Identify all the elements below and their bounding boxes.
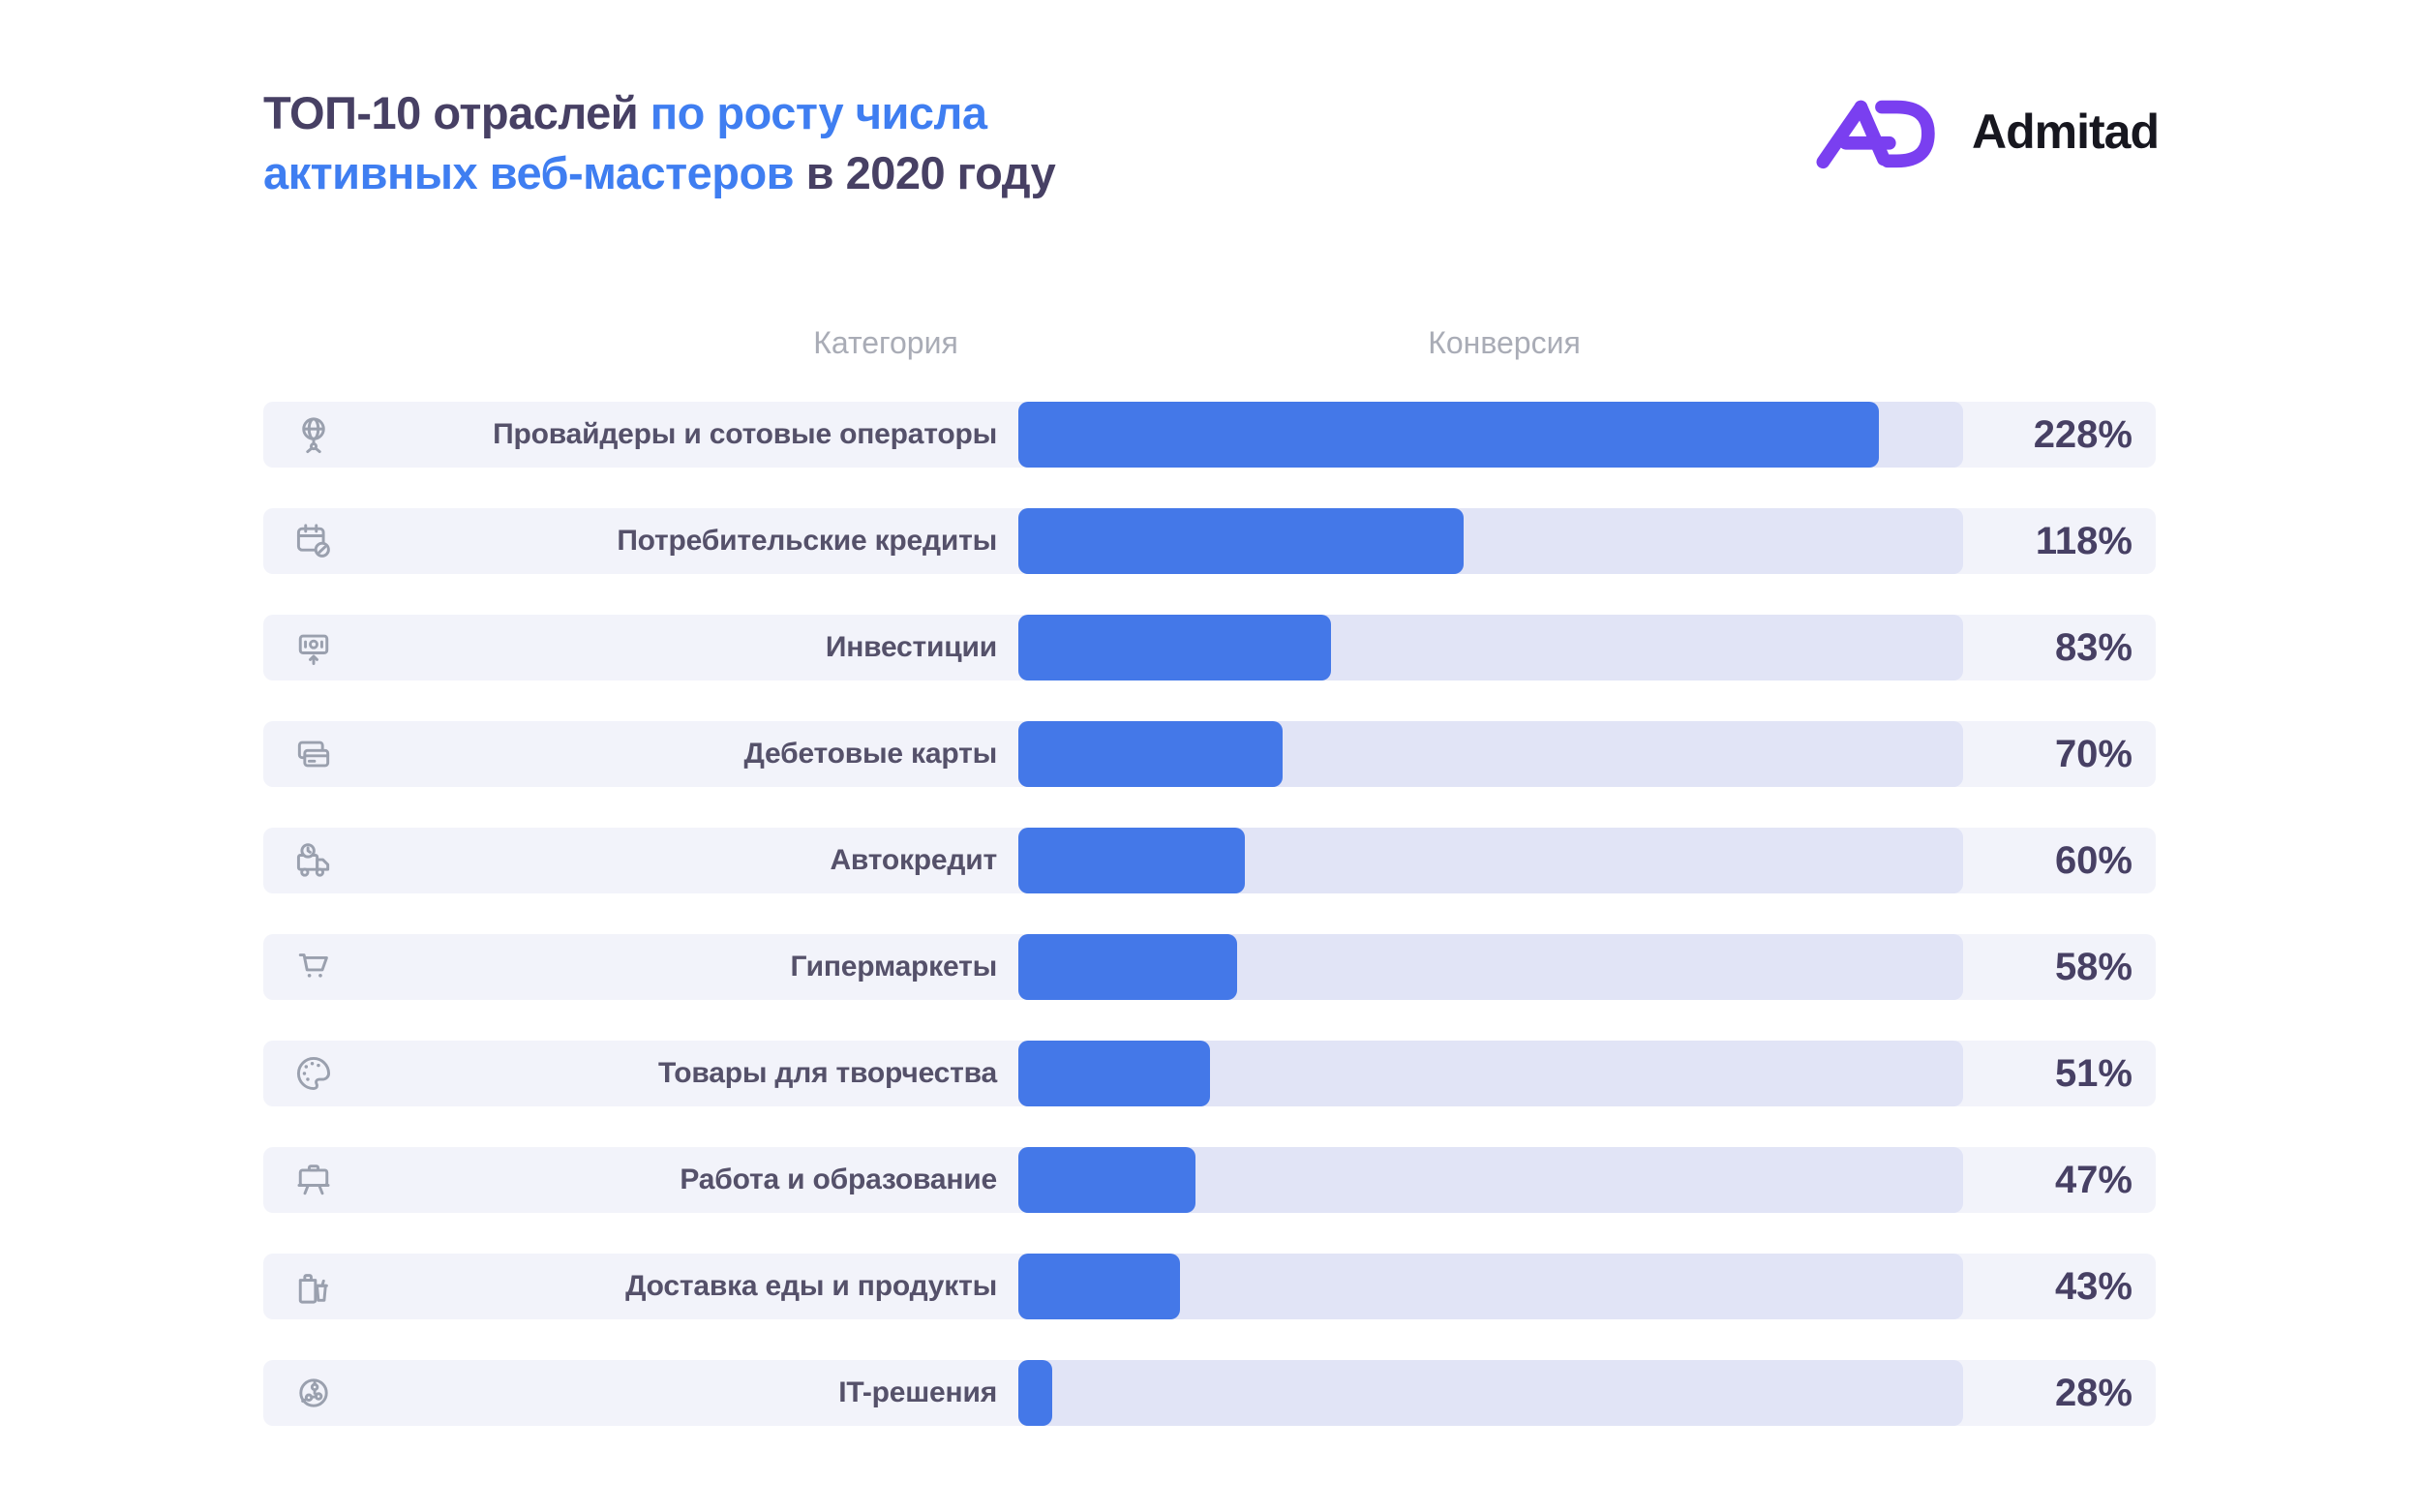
value-bar bbox=[1018, 1147, 1196, 1213]
title-line-1: ТОП-10 отраслей по росту числа bbox=[263, 83, 1055, 143]
value-bar bbox=[1018, 402, 1880, 468]
value-label: 83% bbox=[2054, 626, 2133, 669]
category-label: Инвестиции bbox=[825, 631, 997, 663]
bar-track bbox=[1018, 1254, 1963, 1319]
value-bar bbox=[1018, 615, 1332, 680]
chart-row: Гипермаркеты 58% bbox=[263, 934, 2156, 1000]
calendar-coin-icon bbox=[292, 520, 335, 562]
category-label: Гипермаркеты bbox=[790, 951, 998, 983]
title-line2-blue: активных веб-мастеров bbox=[263, 147, 795, 198]
bar-track bbox=[1018, 934, 1963, 1000]
admitad-logo: Admitad bbox=[1811, 89, 2160, 174]
value-bar bbox=[1018, 1041, 1211, 1106]
delivery-truck-icon bbox=[292, 839, 335, 882]
bar-track bbox=[1018, 402, 1963, 468]
chart-row: Товары для творчества 51% bbox=[263, 1041, 2156, 1106]
value-bar bbox=[1018, 1360, 1053, 1426]
page-title: ТОП-10 отраслей по росту числа активных … bbox=[263, 83, 1056, 203]
value-label: 60% bbox=[2054, 839, 2133, 882]
chart-row: Инвестиции 83% bbox=[263, 615, 2156, 680]
value-bar bbox=[1018, 934, 1238, 1000]
category-label: Дебетовые карты bbox=[743, 738, 998, 770]
grocery-bag-icon bbox=[292, 1265, 335, 1308]
admitad-logo-icon bbox=[1816, 100, 1935, 169]
value-label: 47% bbox=[2054, 1159, 2133, 1201]
value-label: 58% bbox=[2054, 946, 2133, 988]
value-label: 51% bbox=[2054, 1052, 2133, 1095]
column-header-conversion: Конверсия bbox=[1428, 325, 1581, 360]
easel-board-icon bbox=[292, 1159, 335, 1201]
globe-network-icon bbox=[292, 413, 335, 456]
category-label: Доставка еды и продукты bbox=[625, 1270, 997, 1302]
value-bar bbox=[1018, 828, 1246, 893]
bar-track bbox=[1018, 1041, 1963, 1106]
bar-track bbox=[1018, 508, 1963, 574]
bar-track bbox=[1018, 1360, 1963, 1426]
title-line2-dark: в 2020 году bbox=[794, 147, 1056, 198]
title-line-2: активных веб-мастеров в 2020 году bbox=[263, 143, 1056, 203]
value-bar bbox=[1018, 508, 1464, 574]
credit-cards-icon bbox=[292, 733, 335, 775]
value-label: 28% bbox=[2054, 1372, 2133, 1414]
admitad-logo-text: Admitad bbox=[1972, 105, 2160, 159]
category-label: Автокредит bbox=[830, 844, 997, 876]
bar-track bbox=[1018, 1147, 1963, 1213]
value-bar bbox=[1018, 721, 1284, 787]
category-label: Работа и образование bbox=[680, 1164, 997, 1195]
bar-track bbox=[1018, 721, 1963, 787]
chart-row: Провайдеры и сотовые операторы 228% bbox=[263, 402, 2156, 468]
title-line1-dark: ТОП-10 отраслей bbox=[263, 87, 650, 138]
category-label: Потребительские кредиты bbox=[617, 525, 997, 557]
bar-track bbox=[1018, 615, 1963, 680]
category-label: IT-решения bbox=[838, 1376, 997, 1408]
chart-row: IT-решения 28% bbox=[263, 1360, 2156, 1426]
chart-row: Автокредит 60% bbox=[263, 828, 2156, 893]
chart-row: Работа и образование 47% bbox=[263, 1147, 2156, 1213]
value-label: 118% bbox=[2035, 520, 2133, 562]
bar-track bbox=[1018, 828, 1963, 893]
column-header-category: Категория bbox=[813, 325, 958, 360]
category-label: Товары для творчества bbox=[658, 1057, 997, 1089]
chart-rows: Провайдеры и сотовые операторы 228% Потре… bbox=[263, 402, 2156, 1467]
value-label: 43% bbox=[2054, 1265, 2133, 1308]
shopping-cart-icon bbox=[292, 946, 335, 988]
chart-row: Дебетовые карты 70% bbox=[263, 721, 2156, 787]
value-label: 70% bbox=[2054, 733, 2133, 775]
title-line1-blue: по росту числа bbox=[650, 87, 987, 138]
category-label: Провайдеры и сотовые операторы bbox=[493, 418, 997, 450]
it-sphere-icon bbox=[292, 1372, 335, 1414]
paint-palette-icon bbox=[292, 1052, 335, 1095]
money-growth-icon bbox=[292, 626, 335, 669]
chart-row: Доставка еды и продукты 43% bbox=[263, 1254, 2156, 1319]
value-label: 228% bbox=[2033, 413, 2133, 456]
chart-row: Потребительские кредиты 118% bbox=[263, 508, 2156, 574]
value-bar bbox=[1018, 1254, 1180, 1319]
